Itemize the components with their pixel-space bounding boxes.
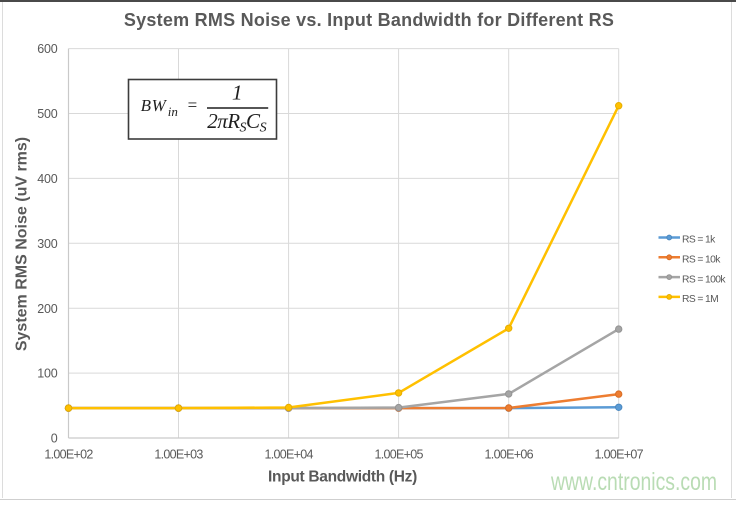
svg-text:in: in bbox=[168, 104, 178, 119]
svg-text:=: = bbox=[188, 96, 198, 115]
svg-text:1.00E+04: 1.00E+04 bbox=[264, 448, 313, 462]
svg-text:RS = 10k: RS = 10k bbox=[682, 255, 721, 266]
svg-text:500: 500 bbox=[37, 107, 58, 121]
svg-text:BW: BW bbox=[141, 96, 168, 115]
svg-text:1: 1 bbox=[232, 80, 243, 104]
svg-text:RS = 100k: RS = 100k bbox=[682, 274, 726, 285]
svg-text:200: 200 bbox=[37, 302, 58, 316]
svg-text:400: 400 bbox=[37, 172, 58, 186]
svg-text:0: 0 bbox=[51, 432, 58, 446]
svg-text:1.00E+03: 1.00E+03 bbox=[154, 448, 203, 462]
svg-text:1.00E+07: 1.00E+07 bbox=[595, 448, 644, 462]
svg-text:1.00E+02: 1.00E+02 bbox=[44, 448, 93, 462]
svg-text:System RMS Noise vs. Input Ban: System RMS Noise vs. Input Bandwidth for… bbox=[124, 10, 614, 30]
svg-text:1.00E+06: 1.00E+06 bbox=[485, 448, 534, 462]
svg-text:100: 100 bbox=[37, 367, 58, 381]
svg-text:2πRSCS: 2πRSCS bbox=[207, 109, 266, 136]
svg-text:Input Bandwidth (Hz): Input Bandwidth (Hz) bbox=[268, 469, 417, 486]
svg-text:RS = 1k: RS = 1k bbox=[682, 235, 716, 246]
svg-text:RS = 1M: RS = 1M bbox=[682, 294, 718, 305]
svg-text:300: 300 bbox=[37, 237, 58, 251]
svg-text:600: 600 bbox=[37, 42, 58, 56]
svg-text:System RMS Noise (uV rms): System RMS Noise (uV rms) bbox=[14, 137, 31, 351]
svg-text:1.00E+05: 1.00E+05 bbox=[374, 448, 423, 462]
